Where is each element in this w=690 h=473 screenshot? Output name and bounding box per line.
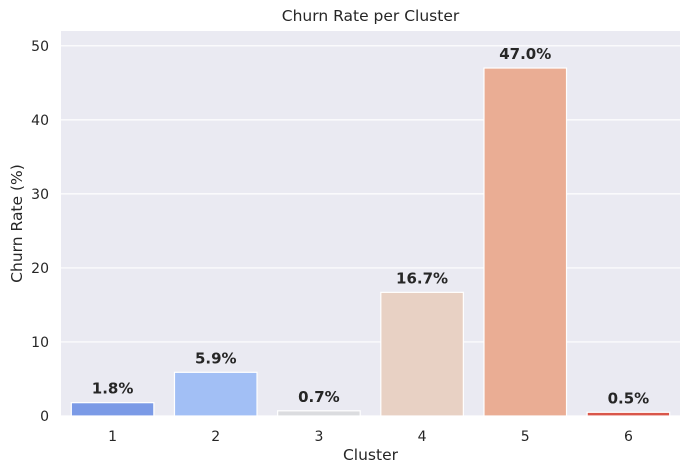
x-tick-label: 3 [314,429,323,445]
data-label: 47.0% [499,45,551,63]
y-tick-label: 30 [31,187,49,203]
x-tick-label: 6 [624,429,633,445]
y-tick-label: 0 [40,409,49,425]
bar [173,371,258,417]
data-label: 0.7% [298,388,340,406]
y-axis-title: Churn Rate (%) [8,164,26,283]
bar [70,402,155,417]
data-label: 16.7% [396,269,448,287]
plot-area [61,31,680,416]
x-axis-ticks: 1 2 3 4 5 6 [108,429,633,445]
data-label: 1.8% [92,380,134,398]
data-labels: 1.8% 5.9% 0.7% 16.7% 47.0% 0.5% [92,45,649,407]
y-tick-label: 50 [31,39,49,55]
bars [70,67,671,417]
bar [586,411,671,417]
data-label: 0.5% [608,389,650,407]
bar [483,67,568,417]
x-tick-label: 4 [418,429,427,445]
gridlines [61,45,680,417]
x-tick-label: 1 [108,429,117,445]
chart-title: Churn Rate per Cluster [282,7,460,25]
y-tick-label: 40 [31,113,49,129]
bar [380,291,464,417]
y-tick-label: 20 [31,261,49,277]
data-label: 5.9% [195,349,237,367]
x-tick-label: 5 [521,429,530,445]
y-tick-label: 10 [31,335,49,351]
y-axis-ticks: 0 10 20 30 40 50 [31,39,49,425]
x-axis-title: Cluster [343,446,399,464]
bar [277,410,361,417]
x-tick-label: 2 [211,429,220,445]
